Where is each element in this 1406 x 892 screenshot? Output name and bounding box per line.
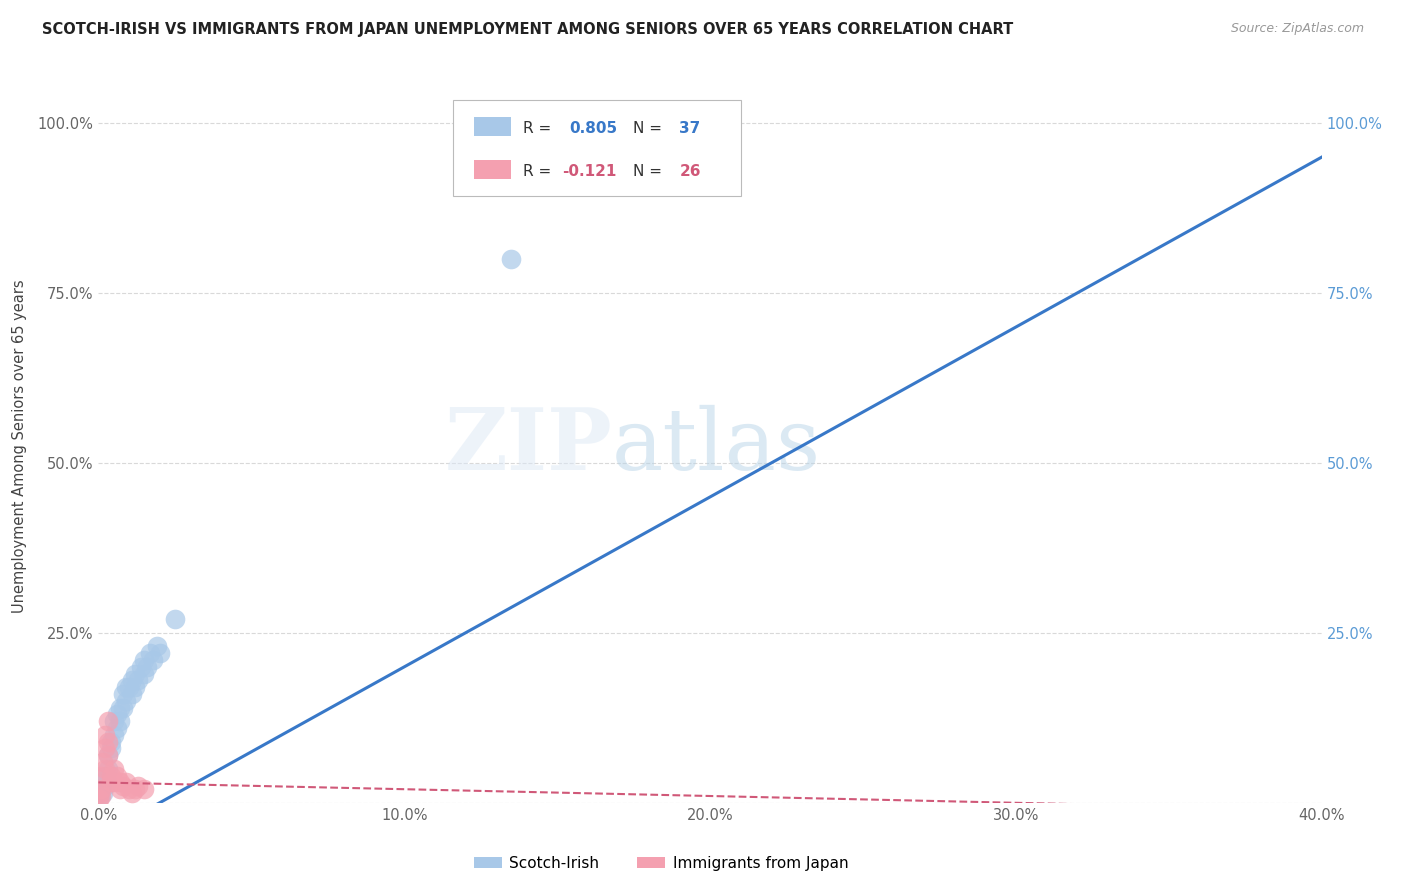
Point <box>623 116 645 130</box>
Point <box>163 612 186 626</box>
Point <box>100 769 122 783</box>
Point <box>115 694 138 708</box>
Point <box>111 700 134 714</box>
Point <box>93 779 115 793</box>
Point <box>139 646 162 660</box>
Point <box>118 680 141 694</box>
Point <box>93 769 115 783</box>
Point <box>93 728 115 742</box>
Point <box>134 666 156 681</box>
Text: 37: 37 <box>679 121 700 136</box>
Point <box>105 769 128 783</box>
Point <box>94 772 117 786</box>
Point <box>89 786 111 800</box>
Point <box>124 666 146 681</box>
Point <box>103 775 125 789</box>
Point <box>97 714 120 729</box>
Text: SCOTCH-IRISH VS IMMIGRANTS FROM JAPAN UNEMPLOYMENT AMONG SENIORS OVER 65 YEARS C: SCOTCH-IRISH VS IMMIGRANTS FROM JAPAN UN… <box>42 22 1014 37</box>
Point <box>93 762 115 776</box>
Point <box>118 782 141 797</box>
Point <box>100 741 122 756</box>
Text: -0.121: -0.121 <box>562 164 616 179</box>
Point <box>127 673 149 688</box>
Point <box>108 782 131 797</box>
Point <box>145 640 167 654</box>
Point <box>90 782 112 797</box>
Point <box>121 786 143 800</box>
Point <box>121 687 143 701</box>
Point <box>97 762 120 776</box>
Point <box>97 734 120 748</box>
Point <box>105 721 128 735</box>
Point <box>90 782 112 797</box>
Point <box>97 748 120 763</box>
Point <box>124 680 146 694</box>
Point <box>121 673 143 688</box>
Legend: Scotch-Irish, Immigrants from Japan: Scotch-Irish, Immigrants from Japan <box>468 850 855 877</box>
Text: R =: R = <box>523 121 555 136</box>
Point <box>91 755 114 769</box>
Point <box>111 779 134 793</box>
Point <box>136 660 159 674</box>
Text: R =: R = <box>523 164 555 179</box>
FancyBboxPatch shape <box>453 100 741 196</box>
Text: 0.805: 0.805 <box>569 121 617 136</box>
Text: N =: N = <box>633 121 666 136</box>
Text: atlas: atlas <box>612 404 821 488</box>
Point <box>100 775 122 789</box>
Point <box>103 762 125 776</box>
Point <box>108 714 131 729</box>
FancyBboxPatch shape <box>474 160 510 179</box>
Point <box>115 680 138 694</box>
Point <box>149 646 172 660</box>
Point <box>90 789 112 803</box>
Point <box>115 775 138 789</box>
Point <box>91 786 114 800</box>
Point <box>89 789 111 803</box>
Text: ZIP: ZIP <box>444 404 612 488</box>
Point <box>108 700 131 714</box>
Point <box>134 653 156 667</box>
Point <box>89 792 111 806</box>
Point <box>93 741 115 756</box>
Point <box>103 714 125 729</box>
Point <box>90 769 112 783</box>
Point <box>124 782 146 797</box>
FancyBboxPatch shape <box>474 117 510 136</box>
Point <box>103 728 125 742</box>
Point <box>127 779 149 793</box>
Point <box>105 707 128 722</box>
Text: N =: N = <box>633 164 666 179</box>
Text: Source: ZipAtlas.com: Source: ZipAtlas.com <box>1230 22 1364 36</box>
Point <box>142 653 165 667</box>
Y-axis label: Unemployment Among Seniors over 65 years: Unemployment Among Seniors over 65 years <box>11 279 27 613</box>
Point <box>111 687 134 701</box>
Point <box>134 782 156 797</box>
Point <box>501 252 523 266</box>
Point <box>100 734 122 748</box>
Point <box>108 775 131 789</box>
Text: 26: 26 <box>679 164 702 179</box>
Point <box>129 660 152 674</box>
Point <box>97 748 120 763</box>
